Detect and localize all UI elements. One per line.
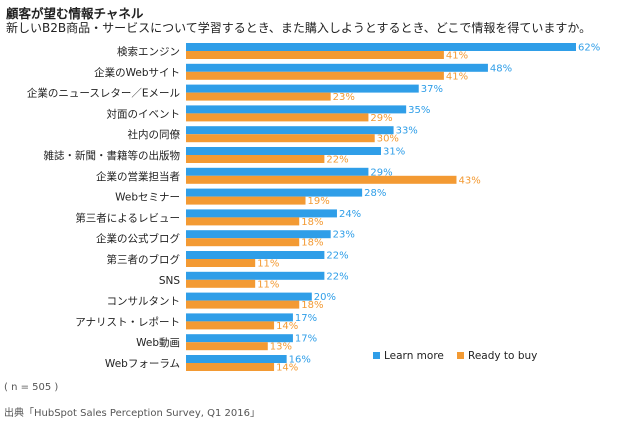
bar-learn-more (186, 43, 576, 51)
data-label-learn-more: 22% (326, 271, 348, 282)
data-label-ready-to-buy: 18% (301, 217, 323, 228)
bar-ready-to-buy (186, 134, 375, 143)
bar-learn-more (186, 230, 331, 239)
sample-size-note: ( n = 505 ) (4, 382, 59, 393)
bar-ready-to-buy (186, 342, 268, 351)
data-label-ready-to-buy: 22% (326, 155, 348, 166)
bar-ready-to-buy (186, 279, 256, 288)
category-label: Web動画 (136, 336, 180, 349)
data-label-ready-to-buy: 41% (446, 51, 468, 62)
bar-learn-more (186, 292, 312, 301)
bar-ready-to-buy (186, 92, 331, 101)
legend: Learn more Ready to buy (373, 350, 537, 362)
bar-learn-more (186, 313, 293, 322)
bar-ready-to-buy (186, 321, 275, 330)
bar-learn-more (186, 105, 407, 114)
bar-learn-more (186, 334, 293, 343)
category-label: SNS (159, 275, 181, 287)
data-label-learn-more: 29% (370, 167, 392, 178)
category-label: 検索エンジン (117, 45, 180, 58)
category-label: 企業のニュースレター／Eメール (27, 87, 180, 100)
category-label: コンサルタント (107, 296, 181, 308)
data-label-learn-more: 23% (333, 230, 355, 241)
category-label: Webフォーラム (105, 358, 180, 370)
bar-learn-more (186, 355, 287, 363)
category-label: 企業のWebサイト (94, 66, 180, 79)
legend-label-learn-more: Learn more (384, 350, 444, 362)
data-label-learn-more: 62% (578, 43, 600, 54)
bar-ready-to-buy (186, 196, 306, 205)
data-label-learn-more: 16% (289, 355, 311, 366)
data-label-learn-more: 20% (314, 292, 336, 303)
data-label-ready-to-buy: 11% (257, 279, 279, 290)
data-label-learn-more: 17% (295, 313, 317, 324)
data-label-learn-more: 28% (364, 188, 386, 199)
source-note: 出典「HubSpot Sales Perception Survey, Q1 2… (4, 408, 260, 419)
bar-learn-more (186, 188, 363, 197)
bar-ready-to-buy (186, 71, 444, 80)
data-label-ready-to-buy: 13% (270, 342, 292, 353)
category-label: 雑誌・新聞・書籍等の出版物 (44, 149, 181, 162)
bar-ready-to-buy (186, 217, 300, 226)
data-label-ready-to-buy: 30% (377, 134, 399, 145)
bar-ready-to-buy (186, 363, 275, 371)
category-label: 対面のイベント (107, 107, 181, 120)
bar-ready-to-buy (186, 175, 457, 184)
chart-subtitle: 新しいB2B商品・サービスについて学習するとき、また購入しようとするとき、どこで… (6, 21, 592, 35)
bar-learn-more (186, 209, 337, 218)
bar-ready-to-buy (186, 155, 325, 163)
bar-ready-to-buy (186, 259, 256, 267)
bar-learn-more (186, 271, 325, 280)
category-label: 第三者のブログ (107, 253, 181, 266)
data-label-learn-more: 37% (421, 84, 443, 95)
data-label-ready-to-buy: 18% (301, 238, 323, 249)
bar-learn-more (186, 147, 381, 155)
category-label: アナリスト・レポート (75, 316, 180, 328)
category-label: 企業の営業担当者 (96, 170, 180, 183)
bar-ready-to-buy (186, 51, 444, 59)
category-label: 第三者によるレビュー (75, 211, 180, 224)
data-label-learn-more: 22% (326, 251, 348, 262)
data-label-learn-more: 33% (396, 126, 418, 137)
bar-ready-to-buy (186, 238, 300, 247)
category-label: 企業の公式ブログ (96, 232, 180, 245)
data-label-learn-more: 48% (490, 63, 512, 74)
data-label-learn-more: 17% (295, 334, 317, 345)
legend-swatch-learn-more (373, 352, 380, 359)
bar-ready-to-buy (186, 113, 369, 122)
bar-learn-more (186, 126, 394, 135)
bar-learn-more (186, 167, 369, 176)
data-label-ready-to-buy: 23% (333, 92, 355, 103)
bar-learn-more (186, 63, 488, 72)
category-label: 社内の同僚 (128, 128, 181, 141)
bar-ready-to-buy (186, 300, 300, 309)
data-label-ready-to-buy: 43% (458, 175, 480, 186)
bars-group: 検索エンジン 62% 41% 企業のWebサイト 48% 41% 企業のニュースレター／Eメ… (27, 43, 600, 374)
data-label-learn-more: 31% (383, 147, 405, 158)
data-label-ready-to-buy: 41% (446, 71, 468, 82)
legend-label-ready-to-buy: Ready to buy (468, 350, 537, 362)
category-label: Webセミナー (115, 192, 180, 204)
data-label-ready-to-buy: 19% (308, 196, 330, 207)
chart-title: 顧客が望む情報チャネル (6, 6, 144, 21)
legend-swatch-ready-to-buy (457, 352, 464, 359)
data-label-learn-more: 24% (339, 209, 361, 220)
data-label-ready-to-buy: 14% (276, 363, 298, 374)
data-label-ready-to-buy: 29% (370, 113, 392, 124)
bar-learn-more (186, 251, 325, 259)
data-label-learn-more: 35% (408, 105, 430, 116)
bar-learn-more (186, 84, 419, 93)
data-label-ready-to-buy: 18% (301, 300, 323, 311)
data-label-ready-to-buy: 14% (276, 321, 298, 332)
data-label-ready-to-buy: 11% (257, 259, 279, 270)
